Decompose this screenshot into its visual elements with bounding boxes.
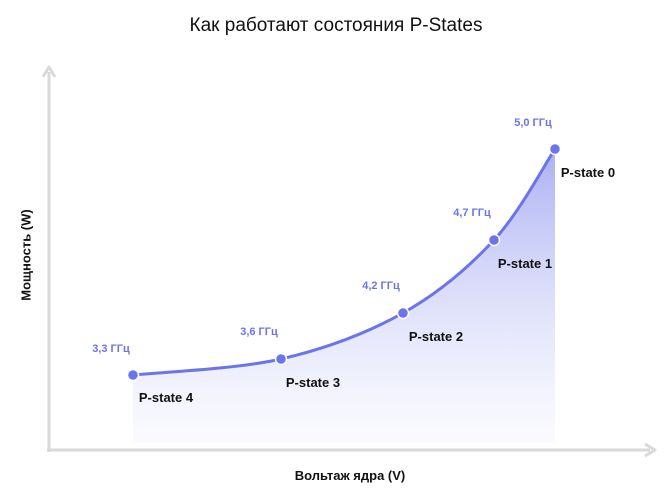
- frequency-label: 3,6 ГГц: [240, 326, 278, 338]
- x-axis-label: Вольтаж ядра (V): [294, 468, 406, 483]
- pstate-label: P-state 4: [139, 390, 194, 405]
- y-axis: [41, 65, 57, 452]
- pstate-point-3: [487, 233, 501, 247]
- frequency-label: 3,3 ГГц: [92, 343, 130, 355]
- frequency-label: 4,2 ГГц: [362, 280, 400, 292]
- pstate-label: P-state 2: [409, 329, 463, 344]
- x-axis: [47, 442, 657, 458]
- pstate-point-0: [126, 368, 140, 382]
- pstate-point-4: [548, 142, 562, 156]
- curve-fill-area: [133, 149, 555, 443]
- chart-title: Как работают состояния P-States: [189, 15, 483, 36]
- pstate-point-2: [396, 306, 410, 320]
- pstate-label: P-state 1: [498, 256, 552, 271]
- frequency-label: 5,0 ГГц: [514, 117, 552, 129]
- frequency-label: 4,7 ГГц: [453, 207, 491, 219]
- pstate-label: P-state 3: [286, 375, 340, 390]
- pstate-label: P-state 0: [561, 165, 615, 180]
- pstate-point-1: [274, 352, 288, 366]
